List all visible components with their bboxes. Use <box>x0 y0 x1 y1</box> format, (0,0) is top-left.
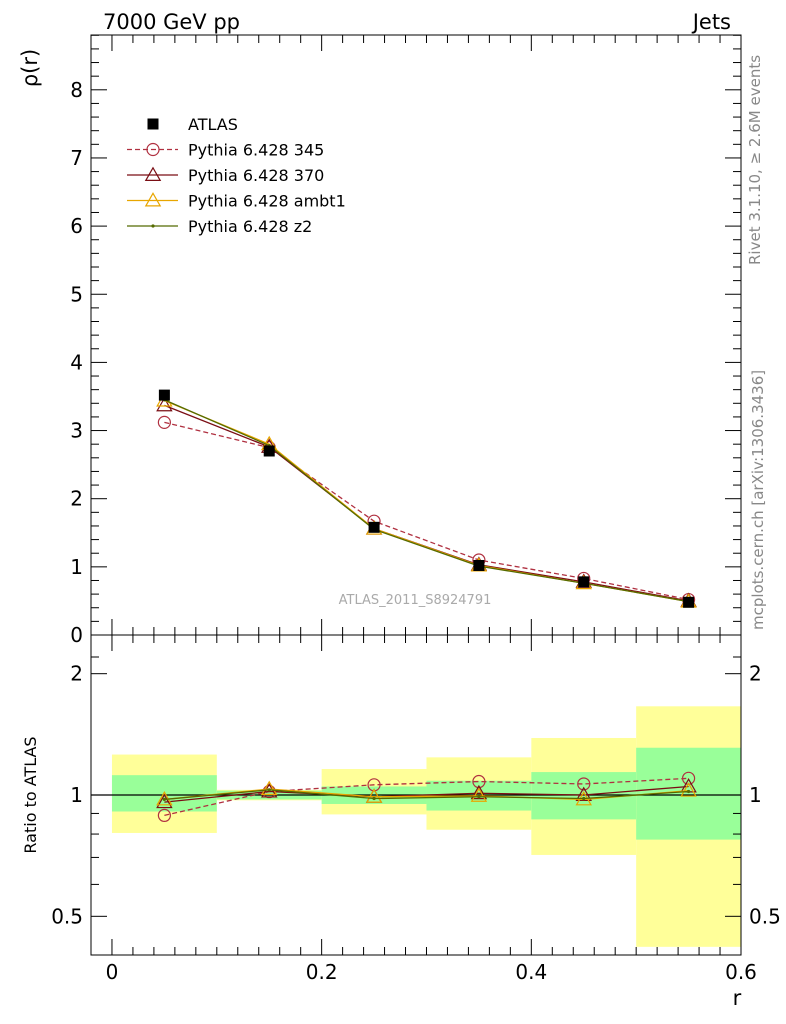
series-point <box>575 786 592 802</box>
analysis-watermark: ATLAS_2011_S8924791 <box>339 593 492 608</box>
series-point <box>157 415 171 429</box>
x-tick-label: 0.2 <box>306 960 338 984</box>
legend: ATLAS Pythia 6.428 345 Pythia 6.428 370 Pyt… <box>127 115 346 236</box>
ratio-tick-label-right: 1 <box>749 783 762 807</box>
atlas-data-point <box>263 445 275 457</box>
series-point <box>367 778 381 792</box>
series-line <box>164 421 689 601</box>
main-x-ticks <box>111 35 742 635</box>
series-line <box>164 785 689 803</box>
main-y-label: ρ(r) <box>18 49 42 87</box>
legend-marker <box>144 192 162 207</box>
legend-label: ATLAS <box>188 115 238 134</box>
series-point <box>686 789 691 794</box>
legend-label: Pythia 6.428 ambt1 <box>188 192 346 211</box>
y-tick-label: 8 <box>70 78 83 102</box>
ratio-y-ticks: 0.5 0.5 1 1 2 2 <box>51 656 781 928</box>
series-line <box>164 399 689 603</box>
series-point <box>156 396 173 412</box>
legend-marker <box>151 224 155 228</box>
y-tick-label: 7 <box>70 146 83 170</box>
atlas-data-point <box>683 596 695 608</box>
ratio-frame <box>90 634 742 956</box>
series-point <box>577 777 591 791</box>
legend-label: Pythia 6.428 345 <box>188 141 324 160</box>
ratio-tick-label: 1 <box>70 783 83 807</box>
mcplots-label: mcplots.cern.ch [arXiv:1306.3436] <box>749 370 767 630</box>
series-line <box>164 399 689 603</box>
y-tick-label: 2 <box>70 487 83 511</box>
ratio-tick-label: 0.5 <box>51 904 83 928</box>
ratio-x-ticks: 0 0.2 0.4 0.6 <box>106 635 757 984</box>
y-tick-label: 4 <box>70 350 83 374</box>
series-point <box>477 795 481 799</box>
series-point <box>470 787 488 802</box>
atlas-data-point <box>578 576 590 588</box>
x-tick-label: 0.6 <box>725 960 757 984</box>
ratio-tick-label-right: 0.5 <box>749 904 781 928</box>
series-point <box>680 782 697 797</box>
atlas-data <box>158 389 695 608</box>
ratio-tick-label: 2 <box>70 662 83 686</box>
series-point <box>267 788 271 792</box>
series-point <box>365 788 383 803</box>
series-point <box>372 796 376 801</box>
main-y-ticks: 0 1 2 3 4 5 6 7 8 <box>70 34 741 647</box>
atlas-data-point <box>158 389 170 401</box>
series-line <box>164 777 689 817</box>
legend-marker <box>146 142 160 157</box>
x-tick-label: 0 <box>106 960 119 984</box>
y-tick-label: 0 <box>70 623 83 647</box>
y-tick-label: 1 <box>70 555 83 579</box>
ratio-y-label: Ratio to ATLAS <box>21 736 40 853</box>
series-point <box>582 796 586 801</box>
main-series <box>156 392 697 608</box>
legend-atlas-marker <box>147 118 159 130</box>
legend-marker <box>144 166 162 181</box>
series-point <box>157 808 171 822</box>
legend-label: Pythia 6.428 370 <box>188 166 324 185</box>
header-right: Jets <box>691 10 731 34</box>
rivet-label: Rivet 3.1.10, ≥ 2.6M events <box>746 55 764 265</box>
ratio-series <box>156 771 697 822</box>
main-panel: 0 1 2 3 4 5 6 7 8 ATLAS_2011_S8924791 ATLAS Pythi… <box>18 34 742 647</box>
atlas-data-point <box>473 559 485 571</box>
series-point <box>156 793 173 809</box>
atlas-data-point <box>368 521 380 533</box>
series-line <box>164 789 689 801</box>
y-tick-label: 3 <box>70 419 83 443</box>
header-left: 7000 GeV pp <box>103 10 240 34</box>
legend-label: Pythia 6.428 z2 <box>188 217 312 236</box>
series-point <box>260 780 278 795</box>
x-axis-label: r <box>733 986 742 1010</box>
y-tick-label: 5 <box>70 282 83 306</box>
series-point <box>162 797 166 802</box>
ratio-panel: 0.5 0.5 1 1 2 2 0 0.2 0.4 0.6 Ratio to ATLAS r <box>21 634 781 1010</box>
ratio-tick-label-right: 2 <box>749 662 762 686</box>
y-tick-label: 6 <box>70 214 83 238</box>
uncertainty-bands <box>111 706 741 947</box>
series-point <box>470 784 488 800</box>
x-tick-label: 0.4 <box>515 960 547 984</box>
